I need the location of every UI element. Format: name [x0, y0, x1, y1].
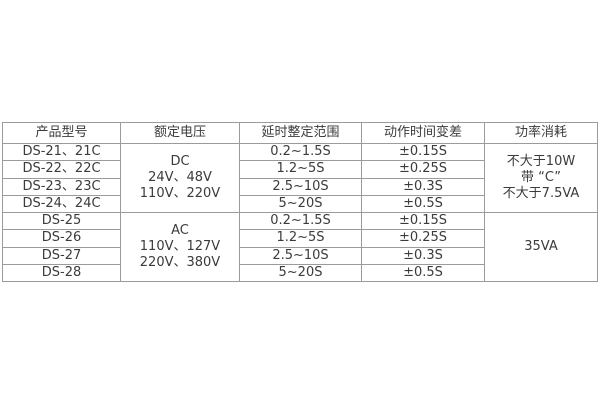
- voltage-line: 110V、127V: [139, 239, 221, 254]
- variation-cell: ±0.5S: [361, 263, 485, 283]
- table-row: DS-24、24C 5~20S ±0.5S: [2, 194, 598, 214]
- model-cell: DS-22、22C: [2, 160, 121, 179]
- range-cell: 5~20S: [239, 263, 362, 283]
- header-rated-voltage: 额定电压: [120, 122, 240, 144]
- variation-cell: ±0.25S: [361, 229, 485, 248]
- model-cell: DS-27: [2, 246, 121, 265]
- variation-cell: ±0.5S: [361, 194, 485, 214]
- variation-cell: ±0.15S: [361, 211, 485, 231]
- spec-table-container: 产品型号 额定电压 延时整定范围 动作时间变差 功率消耗 DS-21、21C D…: [2, 122, 598, 283]
- voltage-cell-dc: DC 24V、48V 110V、220V: [120, 143, 240, 213]
- header-time-variation: 动作时间变差: [361, 122, 485, 144]
- model-cell: DS-26: [2, 229, 121, 248]
- table-row: DS-27 2.5~10S ±0.3S: [2, 246, 598, 265]
- table-row: DS-21、21C DC 24V、48V 110V、220V 0.2~1.5S …: [2, 142, 598, 213]
- model-cell: DS-28: [2, 263, 121, 283]
- voltage-cell-ac: AC 110V、127V 220V、380V: [120, 212, 240, 282]
- variation-cell: ±0.3S: [361, 246, 485, 265]
- table-row: DS-28 5~20S ±0.5S: [2, 263, 598, 283]
- variation-cell: ±0.15S: [361, 142, 485, 162]
- power-cell-ac: 35VA: [484, 212, 598, 282]
- table-row: DS-23、23C 2.5~10S ±0.3S: [2, 177, 598, 196]
- range-cell: 1.2~5S: [239, 229, 362, 248]
- model-cell: DS-24、24C: [2, 194, 121, 214]
- model-cell: DS-21、21C: [2, 142, 121, 162]
- range-cell: 2.5~10S: [239, 177, 362, 196]
- range-cell: 1.2~5S: [239, 160, 362, 179]
- product-spec-table: 产品型号 额定电压 延时整定范围 动作时间变差 功率消耗 DS-21、21C D…: [2, 122, 598, 283]
- power-line: 不大于7.5VA: [502, 186, 580, 201]
- range-cell: 2.5~10S: [239, 246, 362, 265]
- range-cell: 5~20S: [239, 194, 362, 214]
- voltage-line: 24V、48V: [148, 170, 212, 185]
- model-cell: DS-23、23C: [2, 177, 121, 196]
- table-header-row: 产品型号 额定电压 延时整定范围 动作时间变差 功率消耗: [2, 122, 598, 144]
- voltage-line: DC: [170, 154, 190, 169]
- voltage-line: AC: [171, 223, 189, 238]
- variation-cell: ±0.3S: [361, 177, 485, 196]
- power-line: 带 “C”: [521, 170, 561, 185]
- power-cell-dc: 不大于10W 带 “C” 不大于7.5VA: [484, 143, 598, 213]
- table-row: DS-26 1.2~5S ±0.25S: [2, 229, 598, 248]
- variation-cell: ±0.25S: [361, 160, 485, 179]
- header-product-model: 产品型号: [2, 122, 121, 144]
- range-cell: 0.2~1.5S: [239, 211, 362, 231]
- voltage-line: 110V、220V: [139, 186, 221, 201]
- power-line: 35VA: [524, 238, 558, 254]
- range-cell: 0.2~1.5S: [239, 142, 362, 162]
- model-cell: DS-25: [2, 211, 121, 231]
- header-delay-range: 延时整定范围: [239, 122, 362, 144]
- power-line: 不大于10W: [506, 154, 576, 169]
- table-row: DS-25 AC 110V、127V 220V、380V 0.2~1.5S ±0…: [2, 211, 598, 282]
- header-power-consumption: 功率消耗: [484, 122, 598, 144]
- table-row: DS-22、22C 1.2~5S ±0.25S: [2, 160, 598, 179]
- voltage-line: 220V、380V: [139, 255, 221, 270]
